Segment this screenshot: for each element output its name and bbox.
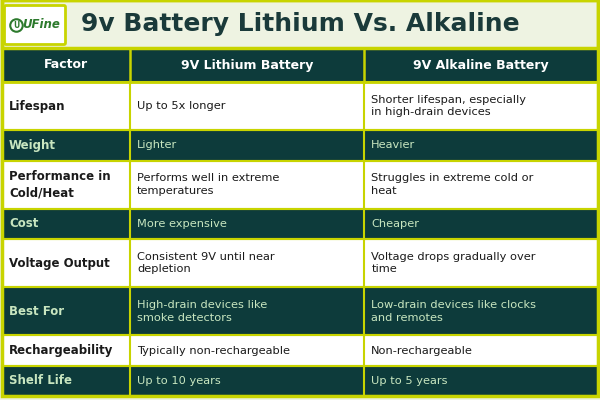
Bar [2,335,598,366]
Text: Up to 5x longer: Up to 5x longer [137,101,226,111]
FancyBboxPatch shape [5,6,65,44]
Bar [364,366,598,396]
Text: Up to 10 years: Up to 10 years [137,376,221,386]
Bar [2,335,130,366]
Text: Non-rechargeable: Non-rechargeable [371,346,473,356]
Text: 9V Lithium Battery: 9V Lithium Battery [181,58,313,72]
Text: Low-drain devices like clocks
and remotes: Low-drain devices like clocks and remote… [371,300,536,323]
Bar [2,287,598,335]
Bar [2,1,598,48]
Bar [130,160,364,209]
Text: U: U [13,20,19,30]
Bar [2,209,598,239]
Bar [130,48,364,82]
Text: UFine: UFine [22,18,60,32]
Text: Typically non-rechargeable: Typically non-rechargeable [137,346,290,356]
Bar [2,130,598,160]
Bar [2,160,598,209]
Text: Shorter lifespan, especially
in high-drain devices: Shorter lifespan, especially in high-dra… [371,95,526,118]
Bar [2,239,598,287]
Bar [130,209,364,239]
Bar [2,48,130,82]
Bar [364,287,598,335]
Bar [2,130,130,160]
Bar [2,160,130,209]
Text: Voltage drops gradually over
time: Voltage drops gradually over time [371,252,536,274]
Bar [2,82,130,130]
Text: Lighter: Lighter [137,140,178,150]
Text: Performance in
Cold/Heat: Performance in Cold/Heat [9,170,110,199]
Text: More expensive: More expensive [137,219,227,229]
Text: Struggles in extreme cold or
heat: Struggles in extreme cold or heat [371,173,534,196]
Text: High-drain devices like
smoke detectors: High-drain devices like smoke detectors [137,300,268,323]
Bar [2,366,130,396]
Text: Consistent 9V until near
depletion: Consistent 9V until near depletion [137,252,275,274]
Text: Best For: Best For [9,305,64,318]
Text: Heavier: Heavier [371,140,416,150]
Bar [2,48,598,82]
Text: Performs well in extreme
temperatures: Performs well in extreme temperatures [137,173,280,196]
Text: Shelf Life: Shelf Life [9,374,72,387]
Text: Cheaper: Cheaper [371,219,419,229]
Bar [2,82,598,130]
Bar [364,160,598,209]
Bar [364,335,598,366]
Text: 9v Battery Lithium Vs. Alkaline: 9v Battery Lithium Vs. Alkaline [80,12,520,36]
Bar [130,82,364,130]
Bar [364,130,598,160]
Bar [130,130,364,160]
Bar [130,335,364,366]
Text: Cost: Cost [9,217,38,230]
Text: Lifespan: Lifespan [9,100,65,112]
Text: Voltage Output: Voltage Output [9,256,110,270]
Bar [364,209,598,239]
Bar [364,239,598,287]
Text: Rechargeability: Rechargeability [9,344,113,357]
Bar [130,287,364,335]
Text: Factor: Factor [44,58,88,72]
Bar [130,239,364,287]
Bar [2,366,598,396]
Bar [2,0,598,48]
Text: 9V Alkaline Battery: 9V Alkaline Battery [413,58,549,72]
Bar [364,48,598,82]
Text: Weight: Weight [9,139,56,152]
Bar [2,209,130,239]
Bar [364,82,598,130]
Text: Up to 5 years: Up to 5 years [371,376,448,386]
Bar [2,287,130,335]
Bar [130,366,364,396]
Bar [2,239,130,287]
